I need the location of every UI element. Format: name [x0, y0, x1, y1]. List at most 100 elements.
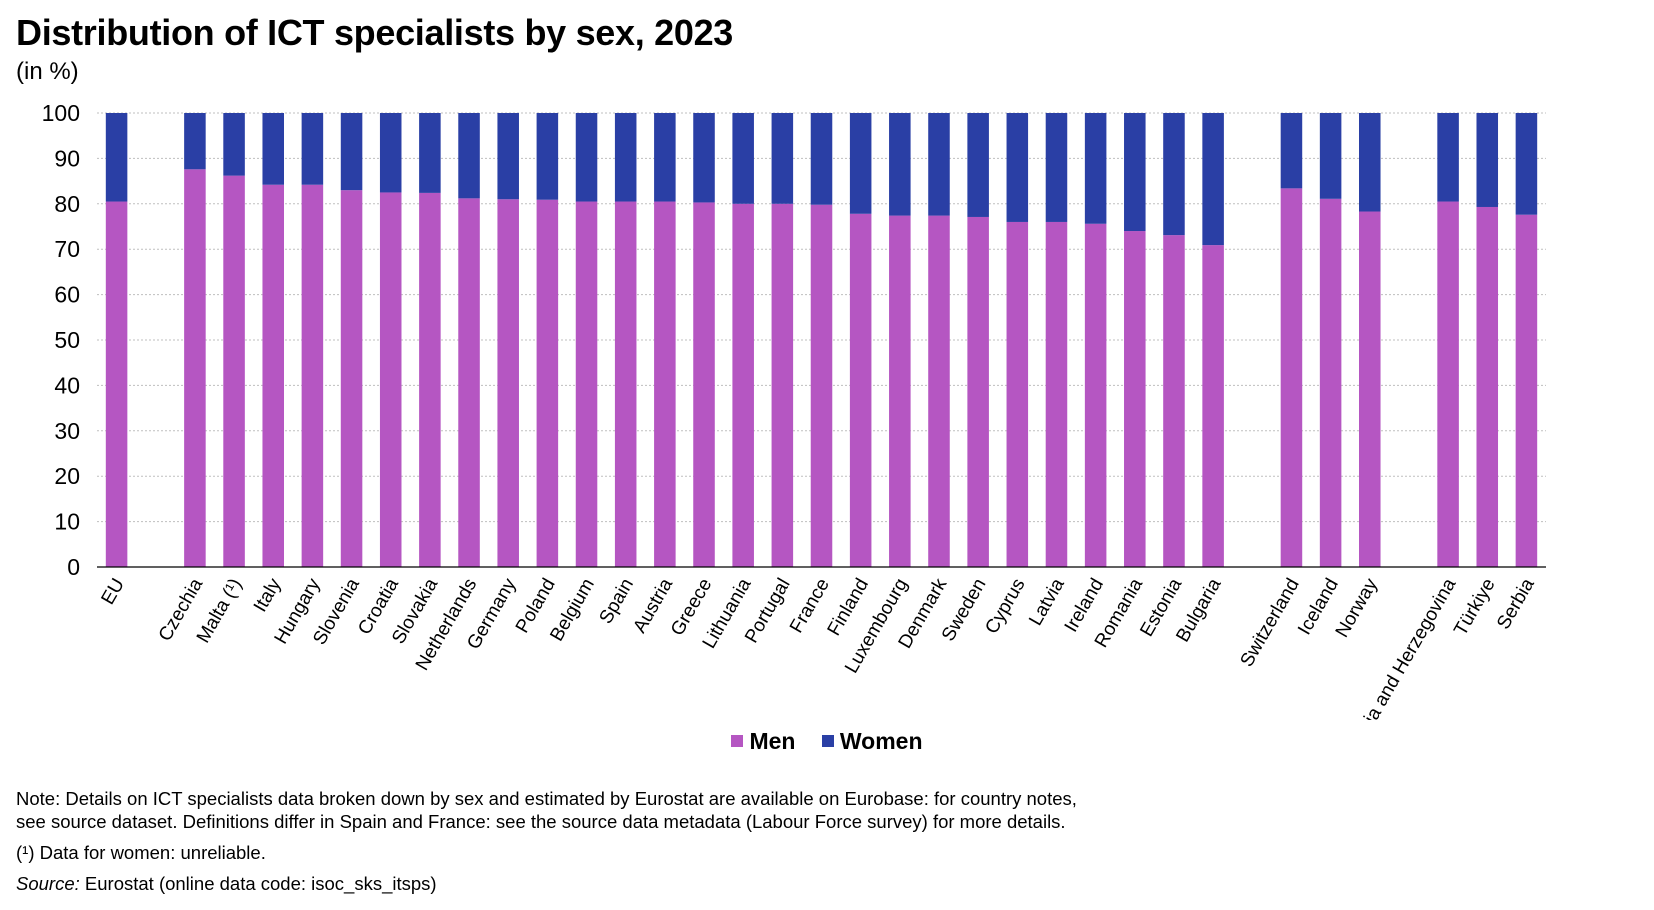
bar-women [575, 113, 598, 202]
x-tick-label: Serbia [1493, 575, 1539, 633]
bar-women [1359, 113, 1381, 212]
bar-women [693, 113, 715, 203]
y-tick-label: 70 [54, 236, 80, 262]
bar-women [967, 113, 989, 217]
bar-men [889, 215, 911, 567]
bar-women [105, 113, 128, 202]
bar-men [536, 199, 559, 568]
bar-women [1045, 113, 1068, 222]
y-tick-label: 50 [54, 327, 80, 353]
y-tick-label: 40 [54, 372, 80, 398]
bar-men [1045, 221, 1068, 567]
bar-men [693, 202, 715, 568]
bar-men [732, 203, 754, 568]
bar-women [1476, 113, 1499, 207]
bar-men [1202, 245, 1224, 567]
bar-women [1163, 113, 1185, 236]
bar-women [732, 113, 754, 204]
bar-men [1006, 221, 1029, 567]
bar-women [419, 113, 441, 193]
bar-men [419, 192, 441, 568]
bar-women [223, 113, 245, 176]
bar-men [497, 199, 519, 567]
note-line-2: see source dataset. Definitions differ i… [16, 811, 1066, 832]
bar-women [654, 113, 676, 202]
bar-men [1319, 198, 1342, 567]
bar-women [379, 113, 402, 193]
bar-men [301, 184, 324, 567]
y-tick-label: 0 [67, 554, 80, 580]
bar-women [1515, 113, 1538, 215]
bar-men [1084, 223, 1107, 567]
bar-men [1280, 188, 1303, 567]
bar-men [262, 184, 284, 567]
bar-men [223, 175, 245, 568]
bar-men [810, 204, 833, 567]
bar-men [105, 201, 128, 567]
bar-men [379, 192, 402, 567]
bar-men [184, 169, 206, 567]
bar-men [1163, 235, 1185, 567]
y-tick-label: 20 [54, 463, 80, 489]
bar-men [1359, 211, 1381, 567]
bar-women [771, 113, 794, 204]
y-tick-label: 80 [54, 191, 80, 217]
note-unreliable: (¹) Data for women: unreliable. [16, 842, 266, 863]
bars [105, 113, 1538, 568]
bar-women [1280, 113, 1303, 189]
bar-women [810, 113, 833, 205]
y-tick-label: 30 [54, 418, 80, 444]
y-tick-label: 100 [42, 100, 80, 126]
bar-men [458, 198, 480, 568]
bar-men [771, 203, 794, 568]
bar-men [849, 213, 872, 567]
legend-swatch-women [821, 735, 834, 747]
bar-women [1006, 113, 1029, 222]
footnotes: Note: Details on ICT specialists data br… [16, 786, 1077, 897]
source-line: Source: Eurostat (online data code: isoc… [16, 871, 1077, 897]
x-tick-label: Spain [596, 575, 638, 628]
legend-label-women: Women [839, 727, 923, 754]
bar-women [497, 113, 519, 200]
legend-item-women: Women [821, 727, 923, 755]
x-tick-label: Switzerland [1236, 575, 1303, 671]
chart-title: Distribution of ICT specialists by sex, … [16, 12, 734, 53]
source-label: Source: [16, 873, 80, 894]
y-tick-label: 90 [54, 145, 80, 171]
bar-women [301, 113, 324, 185]
bar-women [1437, 113, 1459, 202]
note-line-1: Note: Details on ICT specialists data br… [16, 788, 1077, 809]
bar-women [340, 113, 363, 191]
bar-men [654, 201, 676, 567]
bar-men [1515, 214, 1538, 568]
bar-women [614, 113, 637, 202]
bar-men [1437, 201, 1459, 567]
legend-label-men: Men [749, 727, 796, 754]
bar-women [262, 113, 284, 185]
bar-women [1124, 113, 1146, 232]
bar-women [1202, 113, 1224, 246]
x-tick-label: Cyprus [981, 575, 1029, 638]
bar-men [614, 201, 637, 567]
bar-men [1476, 206, 1499, 567]
y-tick-label: 10 [54, 509, 80, 535]
chart-subtitle: (in %) [16, 58, 79, 85]
bar-men [967, 216, 989, 567]
bar-women [928, 113, 950, 216]
y-tick-label: 60 [54, 282, 80, 308]
bar-women [1084, 113, 1107, 224]
bar-men [340, 190, 363, 567]
bar-men [575, 201, 598, 567]
bar-women [458, 113, 480, 199]
bar-women [849, 113, 872, 214]
bar-women [1319, 113, 1342, 199]
x-tick-label: Italy [250, 575, 286, 616]
legend-item-men: Men [731, 728, 795, 755]
source-text: Eurostat (online data code: isoc_sks_its… [79, 873, 437, 894]
bar-women [889, 113, 911, 216]
bar-men [1124, 231, 1146, 568]
legend-swatch-men [731, 735, 744, 747]
bar-women [536, 113, 559, 200]
bar-women [184, 113, 206, 170]
